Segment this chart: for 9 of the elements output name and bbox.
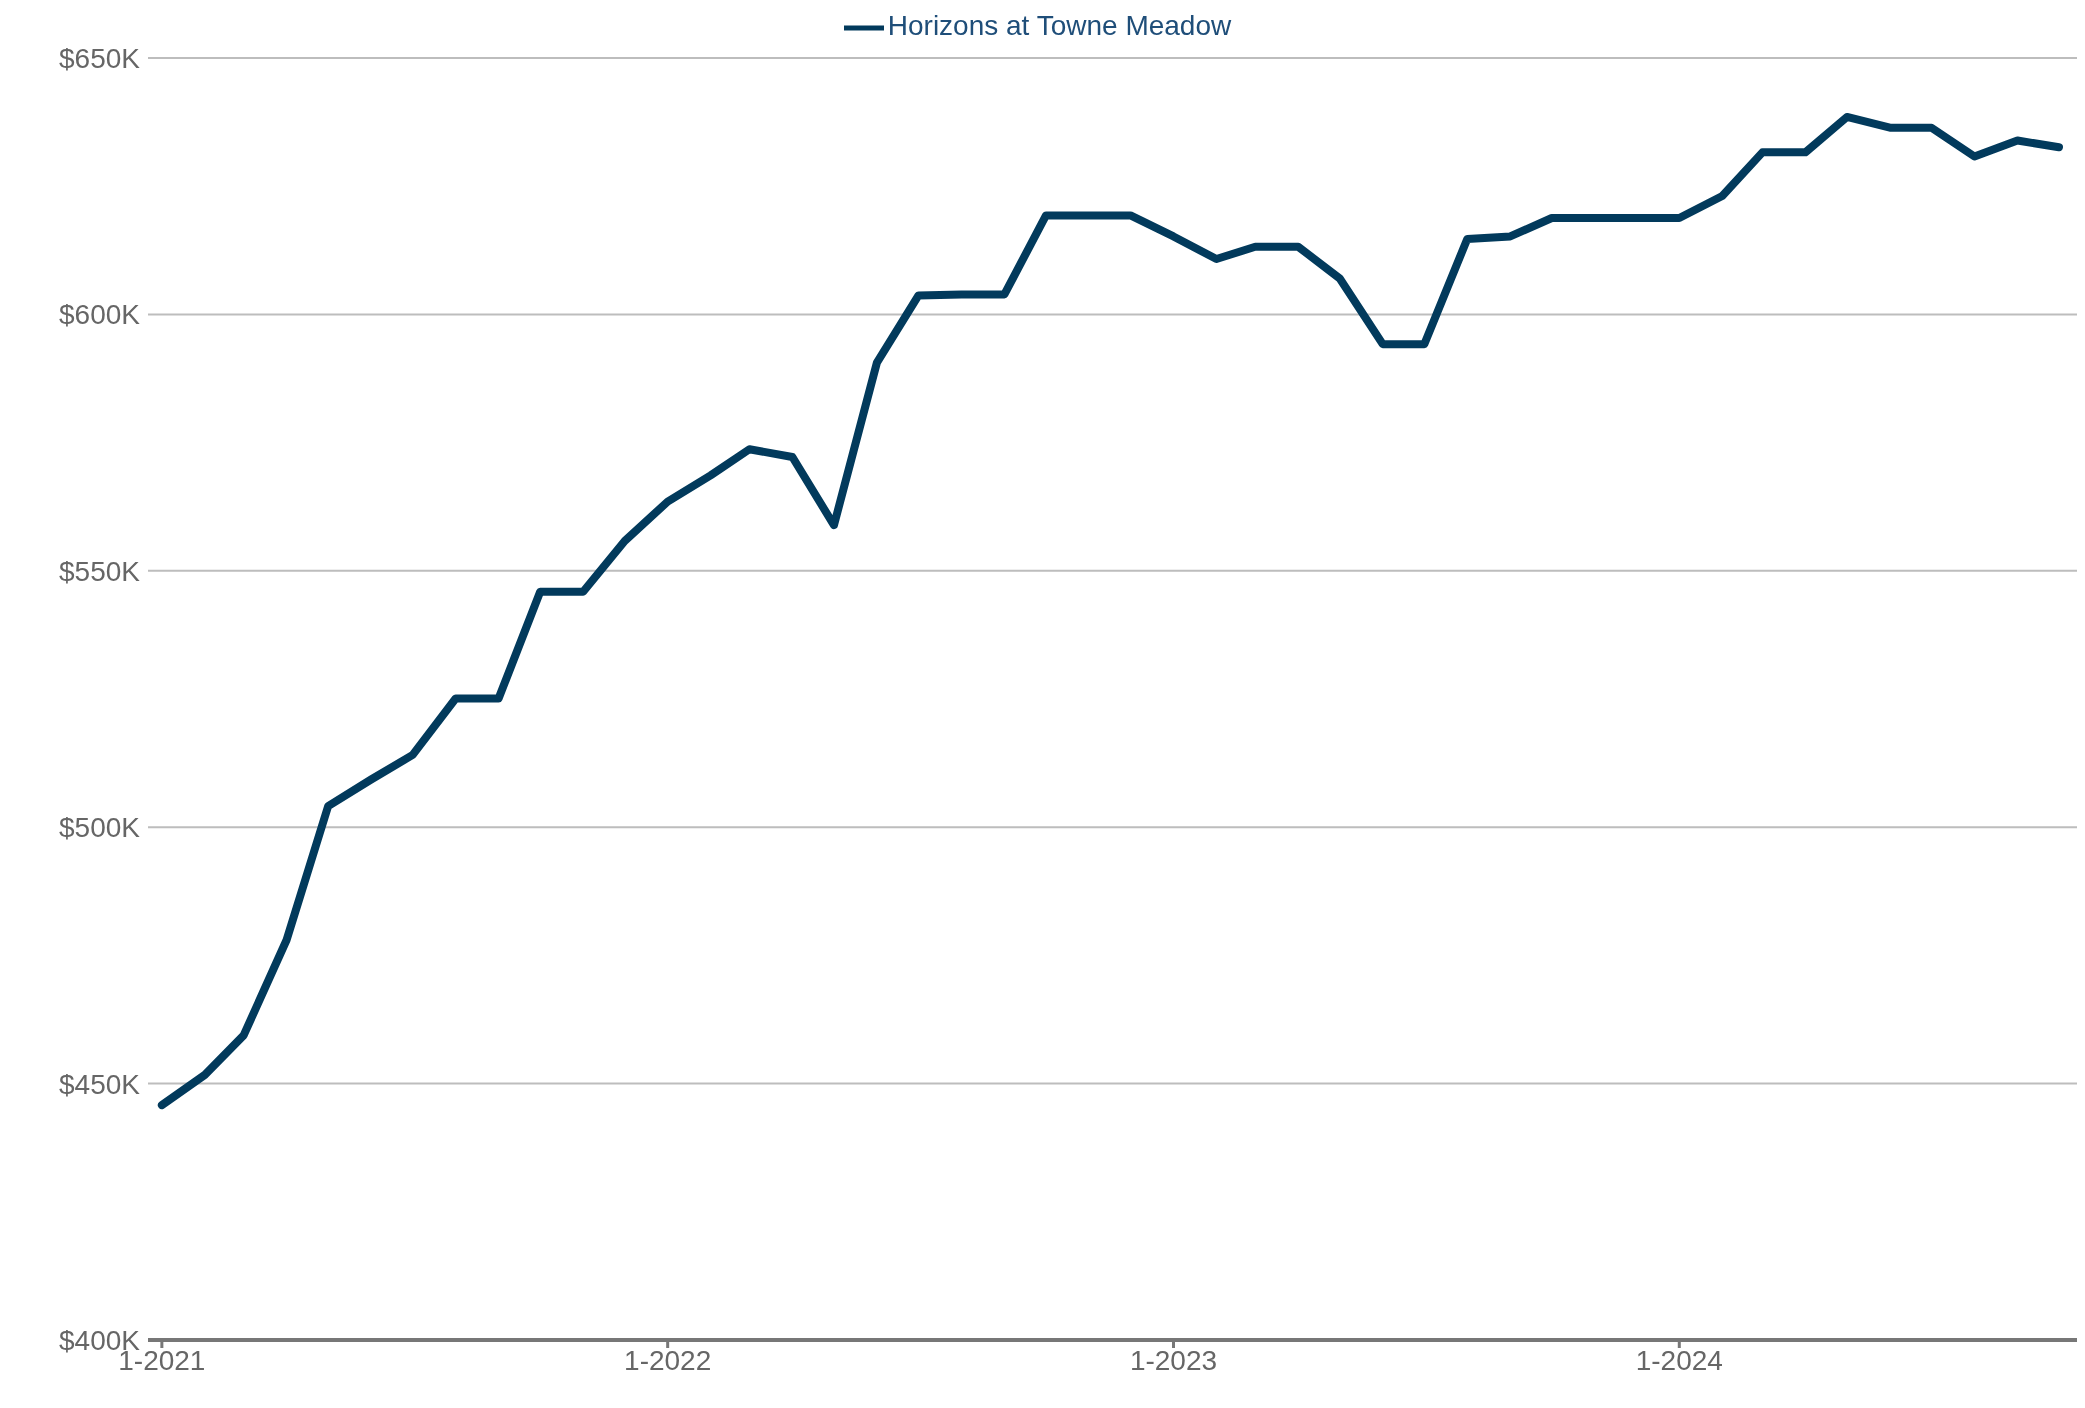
- legend-label: Horizons at Towne Meadow: [887, 10, 1232, 42]
- x-tick-label: 1-2024: [1635, 1344, 1723, 1376]
- x-tick-label: 1-2023: [1129, 1344, 1218, 1376]
- y-tick-label: $550K: [59, 555, 141, 587]
- y-tick-label: $450K: [59, 1068, 141, 1100]
- y-tick-label: $650K: [59, 42, 141, 74]
- y-tick-label: $600K: [59, 299, 141, 331]
- y-tick-label: $500K: [59, 812, 141, 844]
- x-tick-label: 1-2022: [624, 1344, 712, 1376]
